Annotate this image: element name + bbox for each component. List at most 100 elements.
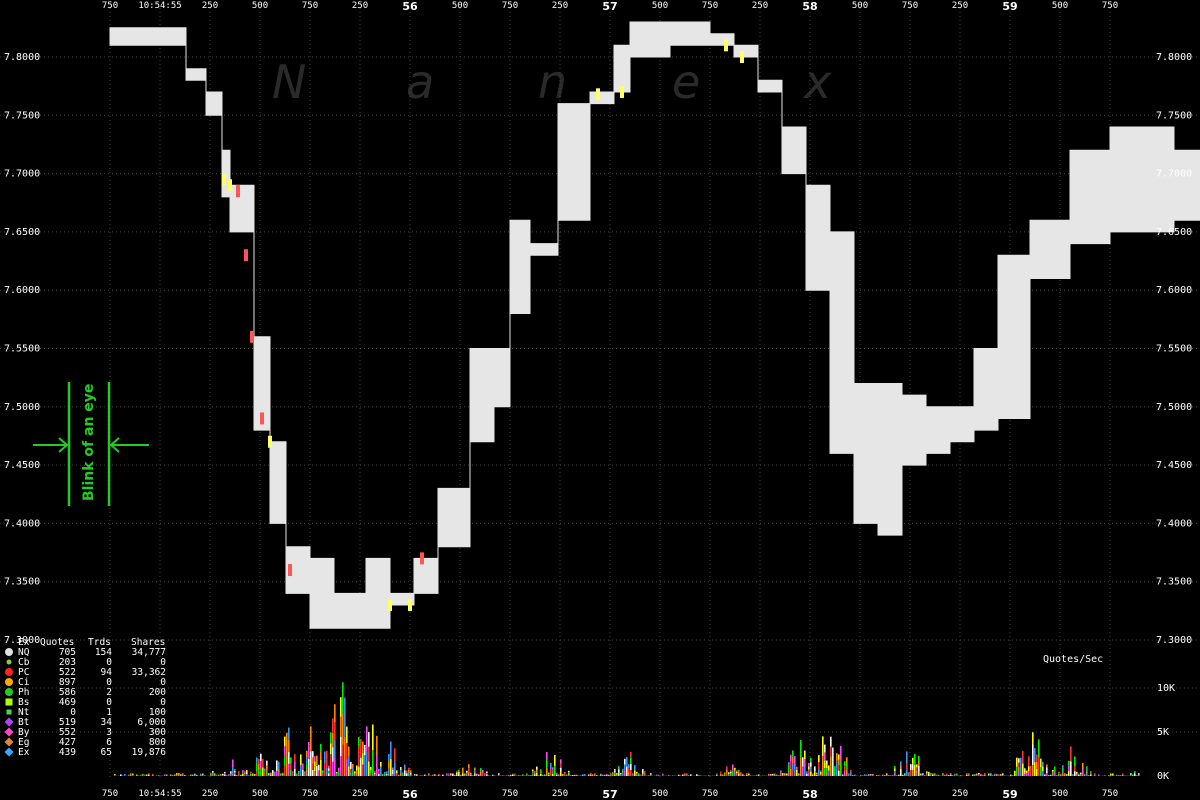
quote-rate-bar bbox=[318, 770, 320, 776]
quote-rate-bar bbox=[1112, 773, 1114, 775]
quote-rate-bar bbox=[244, 772, 246, 775]
quote-rate-bar bbox=[340, 716, 342, 737]
quote-rate-bar bbox=[600, 773, 602, 775]
time-tick-top: 750 bbox=[102, 1, 118, 11]
quote-rate-bar bbox=[454, 775, 456, 776]
quote-rate-bar bbox=[544, 774, 546, 776]
quote-rate-bar bbox=[410, 773, 412, 775]
time-tick-bottom: 500 bbox=[452, 789, 468, 799]
legend-marker bbox=[4, 737, 14, 747]
quote-rate-bar bbox=[1024, 770, 1026, 773]
quote-rate-bar bbox=[1086, 773, 1088, 776]
quote-rate-bar bbox=[364, 744, 366, 756]
quote-rate-bar bbox=[290, 763, 292, 770]
quote-rate-bar bbox=[622, 770, 624, 773]
quote-rate-bar bbox=[350, 772, 352, 776]
quote-rate-bar bbox=[346, 759, 348, 776]
time-tick-bottom: 57 bbox=[602, 788, 617, 800]
quote-rate-bar bbox=[298, 774, 300, 776]
quote-rate-bar bbox=[926, 774, 928, 776]
quote-rate-bar bbox=[362, 741, 364, 754]
quote-rate-bar bbox=[1130, 773, 1132, 775]
quote-rate-bar bbox=[334, 758, 336, 776]
quote-rate-bar bbox=[392, 767, 394, 770]
price-tick-left: 7.5500 bbox=[4, 344, 40, 355]
legend-quotes: 469 bbox=[59, 697, 76, 708]
legend-trades: 0 bbox=[106, 697, 112, 708]
quote-rate-bar bbox=[368, 732, 370, 747]
quote-rate-bar bbox=[990, 773, 992, 774]
quote-rate-bar bbox=[152, 773, 154, 775]
quote-rate-bar bbox=[334, 740, 336, 759]
legend-header: Shares bbox=[131, 637, 165, 648]
quote-rate-bar bbox=[386, 773, 388, 775]
quote-rate-bar bbox=[792, 756, 794, 764]
quote-rate-bar bbox=[946, 773, 948, 775]
quote-rate-bar bbox=[230, 773, 232, 776]
nbbo-band-area bbox=[109, 21, 1200, 629]
time-tick-bottom: 250 bbox=[202, 789, 218, 799]
quote-rate-bar bbox=[360, 757, 362, 776]
legend-quotes: 897 bbox=[59, 677, 76, 688]
quote-rate-bar bbox=[290, 757, 292, 764]
legend-quotes: 519 bbox=[59, 717, 76, 728]
quote-rate-bar bbox=[336, 772, 338, 774]
quote-rate-bar bbox=[1028, 771, 1030, 776]
quote-rate-bar bbox=[210, 774, 212, 776]
quote-rate-bar bbox=[1010, 774, 1012, 776]
quote-rate-bar bbox=[682, 774, 684, 775]
time-tick-bottom: 750 bbox=[102, 789, 118, 799]
quote-rate-bar bbox=[1074, 766, 1076, 772]
quote-rate-bar bbox=[784, 773, 786, 775]
quote-rate-bar bbox=[938, 774, 940, 776]
quote-rate-bar bbox=[250, 773, 252, 776]
quote-rate-bar bbox=[446, 774, 448, 776]
quote-rate-bar bbox=[594, 775, 596, 776]
quote-rate-bar bbox=[950, 775, 952, 776]
quote-rate-bar bbox=[334, 722, 336, 741]
legend-marker bbox=[6, 709, 12, 715]
quote-rate-bar bbox=[358, 736, 360, 747]
quote-rate-bar bbox=[800, 740, 802, 759]
quote-rate-bar bbox=[512, 773, 514, 775]
quote-rate-bar bbox=[406, 773, 408, 776]
quote-rate-bar bbox=[386, 774, 388, 776]
quote-rate-bar bbox=[480, 768, 482, 773]
quote-rate-bar bbox=[816, 774, 818, 776]
quote-rate-bar bbox=[606, 774, 608, 776]
quote-rate-bar bbox=[120, 775, 122, 776]
quote-rate-bar bbox=[1018, 767, 1020, 772]
legend-quotes: 522 bbox=[59, 667, 76, 678]
quote-rate-bar bbox=[748, 773, 750, 775]
quote-rate-bar bbox=[562, 775, 564, 776]
price-tick-right: 7.4000 bbox=[1156, 518, 1192, 529]
quote-rate-bar bbox=[720, 774, 722, 776]
quote-rate-bar bbox=[1028, 756, 1030, 762]
time-tick-top: 750 bbox=[902, 1, 918, 11]
quote-rate-bar bbox=[954, 773, 956, 775]
legend-exchange: Ex bbox=[18, 747, 30, 758]
quote-rate-bar bbox=[834, 766, 836, 772]
quote-rate-bar bbox=[276, 770, 278, 776]
quote-rate-bar bbox=[886, 773, 888, 775]
quote-rate-bar bbox=[292, 771, 294, 774]
quote-rate-bar bbox=[352, 763, 354, 768]
quote-rate-bar bbox=[392, 769, 394, 772]
quote-rate-bar bbox=[270, 772, 272, 774]
trade-mark bbox=[250, 330, 254, 343]
quote-rate-bar bbox=[534, 772, 536, 775]
quote-rate-bar bbox=[464, 773, 466, 775]
quote-rate-bar bbox=[816, 772, 818, 774]
quote-rate-bar bbox=[838, 754, 840, 760]
quote-rate-bar bbox=[790, 754, 792, 762]
quote-rate-bar bbox=[768, 774, 770, 776]
quote-rate-bar bbox=[432, 774, 434, 776]
quote-rate-bar bbox=[790, 768, 792, 776]
quote-rate-bar bbox=[784, 774, 786, 776]
quote-rate-bar bbox=[814, 771, 816, 776]
quote-rate-bar bbox=[376, 735, 378, 756]
quote-rate-bar bbox=[724, 772, 726, 775]
quote-rate-bar bbox=[536, 772, 538, 776]
quote-rate-bar bbox=[824, 744, 826, 753]
quote-rate-bar bbox=[1090, 774, 1092, 776]
